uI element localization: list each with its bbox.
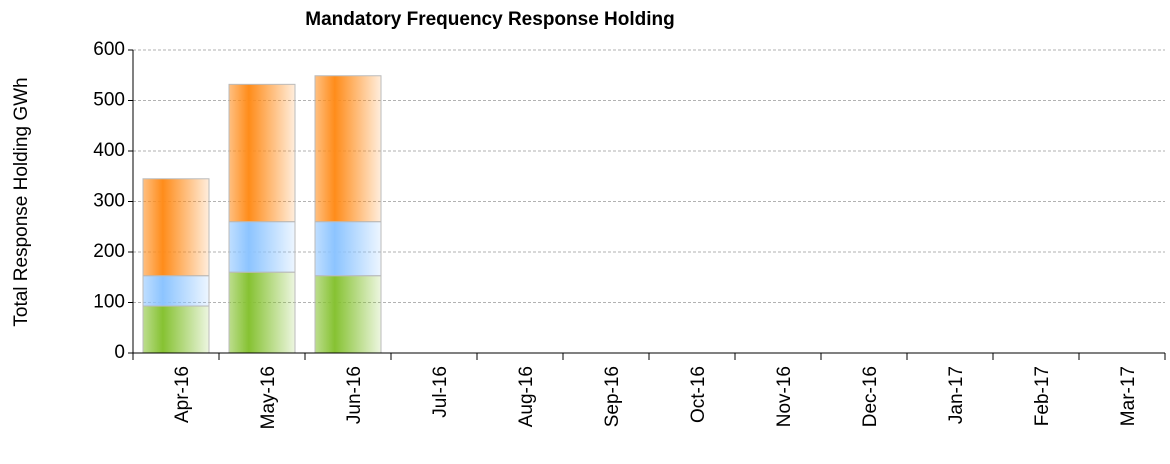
bar-segment (314, 275, 382, 354)
bar-segment (142, 178, 210, 277)
x-tick-label: Nov-16 (774, 366, 795, 427)
x-tick-label: Mar-17 (1118, 366, 1139, 426)
bar-segment (228, 83, 296, 223)
y-tick-label: 200 (93, 241, 125, 262)
bar-segment (142, 305, 210, 354)
x-tick-label: Feb-17 (1032, 366, 1053, 426)
x-tick-label: Apr-16 (172, 366, 193, 423)
bar-segment (314, 221, 382, 277)
x-tick-label: Oct-16 (688, 366, 709, 423)
bar-segment (228, 271, 296, 354)
x-tick-label: May-16 (258, 366, 279, 429)
y-tick-label: 600 (93, 39, 125, 60)
x-tick-label: Sep-16 (602, 366, 623, 427)
y-tick-label: 0 (114, 342, 125, 363)
chart-title: Mandatory Frequency Response Holding (305, 9, 675, 30)
x-tick-label: Jul-16 (430, 366, 451, 418)
y-tick-label: 400 (93, 140, 125, 161)
x-tick-label: Dec-16 (860, 366, 881, 427)
bar-segment (228, 221, 296, 273)
y-axis-label: Total Response Holding GWh (11, 77, 32, 326)
y-tick-label: 300 (93, 191, 125, 212)
x-tick-label: Jun-16 (344, 366, 365, 424)
y-tick-label: 100 (93, 292, 125, 313)
x-tick-label: Jan-17 (946, 366, 967, 424)
x-tick-label: Aug-16 (516, 366, 537, 427)
y-tick-label: 500 (93, 90, 125, 111)
bar-segment (142, 275, 210, 307)
bar-segment (314, 75, 382, 223)
